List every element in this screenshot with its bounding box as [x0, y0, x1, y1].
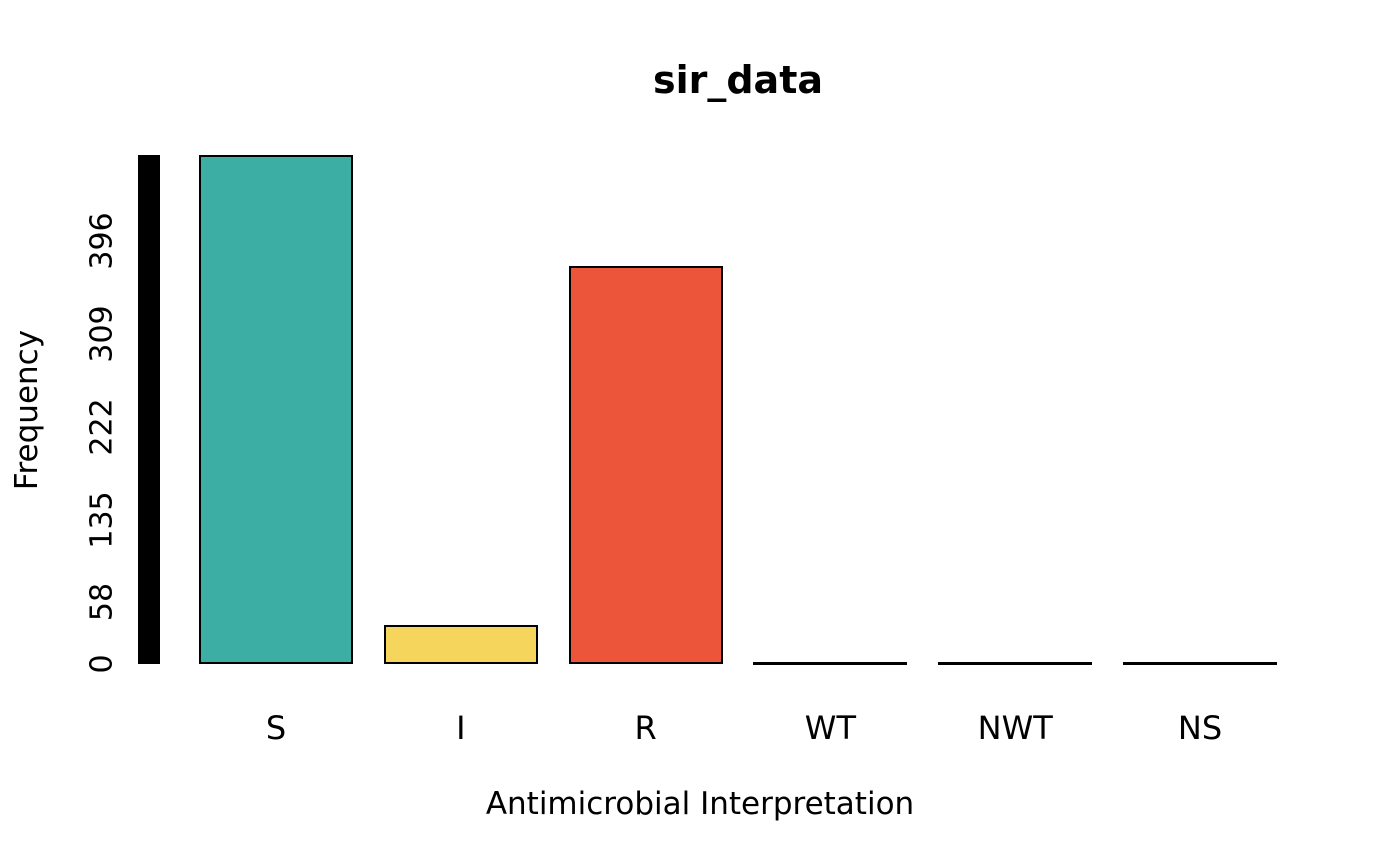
bar-i — [383, 624, 538, 664]
category-label-i: I — [456, 709, 466, 747]
category-label-wt: WT — [804, 709, 856, 747]
zero-bar-nwt — [938, 662, 1093, 665]
zero-bar-wt — [753, 662, 908, 665]
y-axis-tick-band — [138, 155, 160, 664]
category-label-nwt: NWT — [977, 709, 1053, 747]
y-tick-label: 309 — [84, 305, 120, 363]
y-tick-label: 58 — [84, 583, 120, 622]
y-tick-label: 396 — [84, 212, 120, 271]
y-tick-label: 135 — [84, 491, 120, 549]
x-axis-label: Antimicrobial Interpretation — [485, 786, 915, 822]
bar-s — [199, 155, 353, 664]
bar-r — [568, 265, 723, 664]
y-tick-label: 0 — [84, 654, 120, 674]
chart-title: sir_data — [652, 58, 824, 102]
category-label-r: R — [634, 709, 657, 747]
category-label-s: S — [265, 709, 287, 747]
y-tick-label: 222 — [84, 398, 120, 456]
category-label-ns: NS — [1177, 709, 1223, 747]
zero-bar-ns — [1123, 662, 1277, 665]
